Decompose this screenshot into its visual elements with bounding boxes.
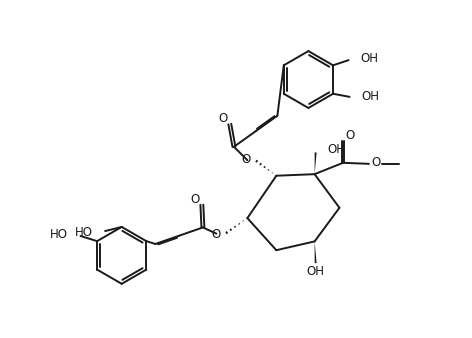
Text: O: O	[241, 153, 251, 166]
Text: O: O	[218, 112, 227, 125]
Text: OH: OH	[361, 90, 379, 103]
Text: OH: OH	[327, 143, 345, 156]
Text: HO: HO	[75, 225, 93, 239]
Text: O: O	[190, 193, 199, 206]
Text: O: O	[371, 156, 380, 169]
Polygon shape	[315, 152, 317, 174]
Polygon shape	[315, 241, 317, 263]
Text: O: O	[211, 228, 220, 241]
Text: OH: OH	[307, 265, 325, 278]
Text: OH: OH	[360, 52, 378, 65]
Text: HO: HO	[50, 228, 68, 241]
Text: O: O	[346, 129, 355, 142]
